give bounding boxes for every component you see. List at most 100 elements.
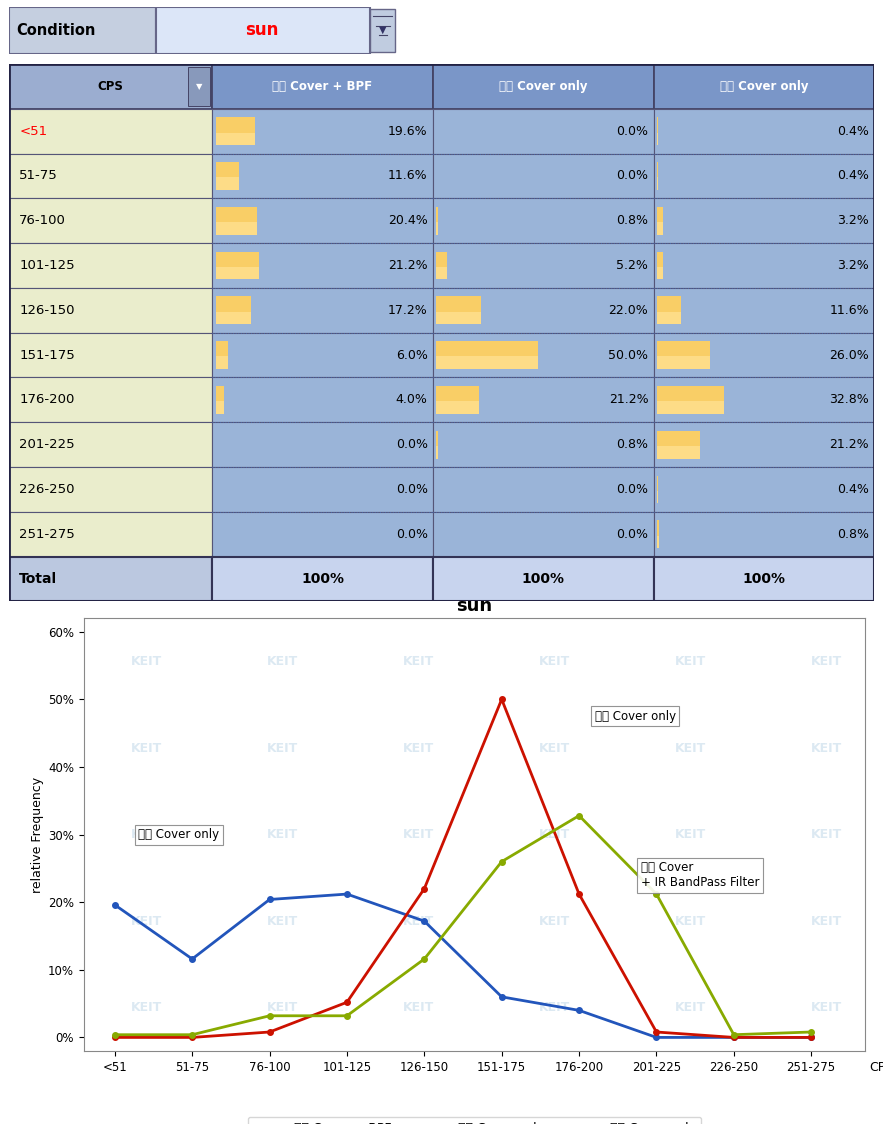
Bar [215, 133, 255, 145]
Text: 개선 Cover only: 개선 Cover only [594, 709, 675, 723]
Bar [657, 311, 681, 324]
Text: Condition: Condition [16, 22, 95, 38]
Bar [436, 401, 479, 414]
Bar [436, 223, 438, 235]
Text: KEIT: KEIT [131, 1001, 162, 1014]
Bar [657, 430, 700, 459]
Bar [9, 198, 212, 243]
Text: KEIT: KEIT [131, 655, 162, 668]
Text: KEIT: KEIT [131, 915, 162, 927]
Text: 0.0%: 0.0% [616, 483, 648, 496]
Bar [653, 243, 874, 288]
Bar [657, 356, 710, 369]
Bar [215, 117, 255, 145]
Text: 100%: 100% [522, 572, 564, 586]
Bar [653, 511, 874, 556]
Text: KEIT: KEIT [675, 1001, 706, 1014]
Bar [212, 556, 433, 601]
Text: 26.0%: 26.0% [829, 348, 869, 362]
Bar [657, 266, 663, 280]
Legend: 기존 Cover + BPF, 개선 Cover only, 기존 Cover only: 기존 Cover + BPF, 개선 Cover only, 기존 Cover … [248, 1117, 701, 1124]
Bar [9, 154, 212, 198]
Bar [436, 430, 438, 459]
Text: 0.0%: 0.0% [616, 125, 648, 138]
Bar [657, 342, 710, 369]
Text: CPS: CPS [869, 1061, 883, 1075]
Text: KEIT: KEIT [675, 742, 706, 754]
Bar [433, 64, 653, 109]
Bar [9, 556, 212, 601]
Text: KEIT: KEIT [539, 828, 570, 841]
Text: KEIT: KEIT [267, 915, 298, 927]
Bar [653, 288, 874, 333]
Text: 0.0%: 0.0% [616, 170, 648, 182]
Text: 76-100: 76-100 [19, 215, 66, 227]
Bar [215, 401, 223, 414]
Bar [9, 243, 212, 288]
Bar [657, 252, 663, 280]
Text: CPS: CPS [97, 80, 124, 93]
Bar [653, 423, 874, 468]
Bar [156, 7, 370, 54]
Text: KEIT: KEIT [539, 915, 570, 927]
Bar [215, 162, 239, 190]
Bar [436, 207, 438, 235]
Bar [215, 252, 259, 280]
Text: 0.8%: 0.8% [837, 527, 869, 541]
Bar [433, 468, 653, 511]
Text: KEIT: KEIT [675, 655, 706, 668]
Bar [9, 468, 212, 511]
Bar [9, 288, 212, 333]
Bar [433, 198, 653, 243]
Bar [433, 109, 653, 154]
Text: 11.6%: 11.6% [829, 303, 869, 317]
Text: 11.6%: 11.6% [388, 170, 427, 182]
Text: 0.8%: 0.8% [616, 215, 648, 227]
Bar [657, 446, 700, 459]
Bar [436, 386, 479, 414]
Bar [657, 207, 663, 235]
Bar [433, 556, 653, 601]
Bar [212, 288, 433, 333]
Bar [436, 297, 481, 324]
Text: KEIT: KEIT [403, 828, 434, 841]
Bar [9, 378, 212, 423]
Text: KEIT: KEIT [811, 1001, 841, 1014]
Bar [215, 207, 257, 235]
Text: 0.0%: 0.0% [616, 527, 648, 541]
Bar [215, 223, 257, 235]
Bar [212, 243, 433, 288]
Bar [436, 446, 438, 459]
Text: 0.0%: 0.0% [396, 527, 427, 541]
Bar [653, 198, 874, 243]
Bar [433, 243, 653, 288]
Y-axis label: relative Frequency: relative Frequency [31, 777, 44, 892]
Text: KEIT: KEIT [403, 655, 434, 668]
Text: 51-75: 51-75 [19, 170, 58, 182]
Text: <51: <51 [19, 125, 48, 138]
Bar [188, 66, 210, 106]
Text: 201-225: 201-225 [19, 438, 75, 451]
Bar [215, 178, 239, 190]
Text: 21.2%: 21.2% [829, 438, 869, 451]
Bar [215, 311, 251, 324]
Text: 17.2%: 17.2% [388, 303, 427, 317]
Text: 0.0%: 0.0% [396, 483, 427, 496]
Bar [215, 386, 223, 414]
Bar [653, 468, 874, 511]
Text: 19.6%: 19.6% [388, 125, 427, 138]
Text: KEIT: KEIT [539, 655, 570, 668]
Text: 3.2%: 3.2% [837, 259, 869, 272]
Bar [212, 511, 433, 556]
Text: 50.0%: 50.0% [608, 348, 648, 362]
Text: 22.0%: 22.0% [608, 303, 648, 317]
Text: 176-200: 176-200 [19, 393, 74, 407]
Bar [433, 511, 653, 556]
Text: KEIT: KEIT [403, 742, 434, 754]
Bar [212, 154, 433, 198]
Text: sun: sun [245, 21, 278, 39]
Text: KEIT: KEIT [267, 655, 298, 668]
Text: 0.4%: 0.4% [837, 483, 869, 496]
Text: KEIT: KEIT [267, 828, 298, 841]
Bar [215, 297, 251, 324]
